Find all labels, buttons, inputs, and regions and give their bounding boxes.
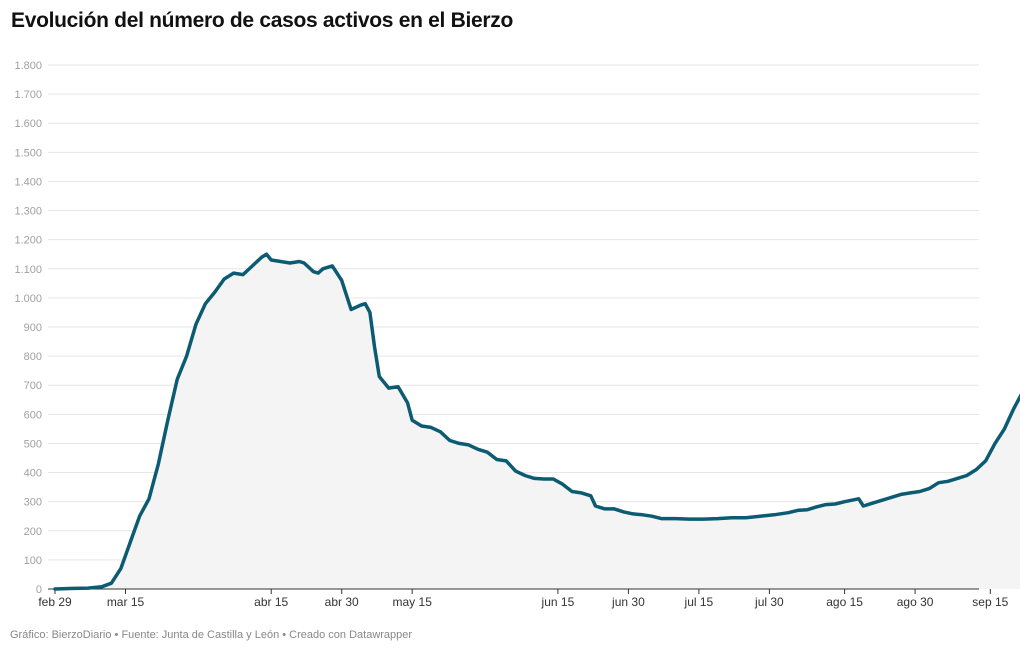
y-tick-label: 400 [24,468,42,480]
y-tick-label: 200 [24,526,42,538]
chart-title: Evolución del número de casos activos en… [11,9,513,32]
x-tick-label: jul 15 [684,595,714,609]
x-tick-label: feb 29 [38,595,72,609]
y-tick-label: 600 [24,409,42,421]
y-tick-label: 700 [24,380,42,392]
x-tick-label: jun 15 [541,595,575,609]
area-fill-layer [55,254,1020,589]
x-tick-label: abr 15 [254,595,288,609]
x-tick-label: may 15 [393,595,433,609]
y-tick-label: 1.500 [14,147,42,159]
y-tick-label: 800 [24,351,42,363]
area-fill [55,254,1020,589]
x-tick-label: ago 30 [897,595,934,609]
y-tick-label: 900 [24,322,42,334]
y-tick-label: 1.600 [14,118,42,130]
x-tick-label: mar 15 [107,595,145,609]
labels-layer: 0 100 200 300 400 500 600 700 800 900 1.000 1.100 1.… [14,60,1008,609]
y-tick-label: 1.400 [14,176,42,188]
chart-footer: Gráfico: BierzoDiario • Fuente: Junta de… [10,629,413,641]
y-tick-label: 1.300 [14,206,42,218]
y-tick-label: 0 [36,584,42,596]
line-layer [53,252,1020,591]
series-line [53,252,1020,591]
x-tick-label: ago 15 [826,595,863,609]
y-tick-label: 1.200 [14,235,42,247]
x-tick-label: sep 15 [972,595,1008,609]
y-tick-label: 1.800 [14,60,42,72]
x-tick-label: abr 30 [325,595,359,609]
y-tick-label: 300 [24,497,42,509]
x-tick-label: jul 30 [754,595,784,609]
x-tick-label: jun 30 [611,595,645,609]
x-axis [48,588,991,594]
y-tick-label: 500 [24,438,42,450]
y-tick-label: 1.100 [14,264,42,276]
y-tick-label: 100 [24,555,42,567]
y-tick-label: 1.000 [14,293,42,305]
y-tick-label: 1.700 [14,89,42,101]
